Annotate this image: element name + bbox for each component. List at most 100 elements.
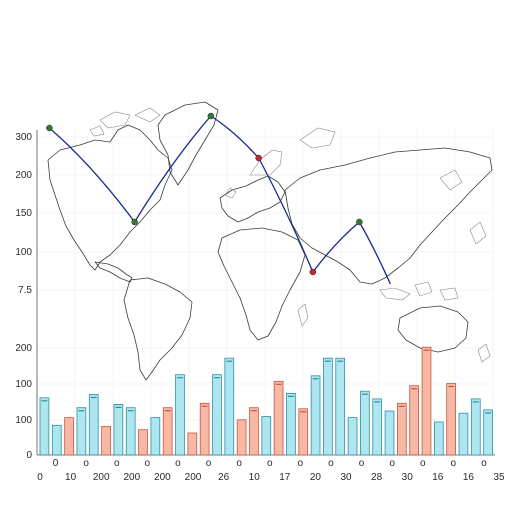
x-tick-major-5: 200 bbox=[185, 472, 202, 483]
route-point-4 bbox=[309, 268, 317, 276]
x-tick-minor-11: o bbox=[389, 458, 395, 469]
y-tick-upper-1: 200 bbox=[15, 170, 32, 181]
x-tick-minor-8: o bbox=[298, 458, 304, 469]
bar-25 bbox=[347, 417, 358, 456]
y-tick-upper-4: 7.5 bbox=[18, 285, 32, 296]
y-tick-labels: 300 200 150 100 7.5 200 100 100 0 bbox=[15, 132, 32, 461]
route-points bbox=[46, 112, 363, 276]
x-tick-minor-2: o bbox=[114, 458, 120, 469]
map-madagascar bbox=[297, 303, 309, 327]
x-tick-major-6: 26 bbox=[218, 472, 230, 483]
map-se-asia-islands bbox=[379, 281, 459, 301]
bar-18 bbox=[261, 416, 272, 456]
map-scandinavia bbox=[224, 149, 283, 199]
bar-31 bbox=[421, 346, 432, 456]
x-tick-minor-5: o bbox=[206, 458, 212, 469]
bar-0 bbox=[39, 397, 50, 456]
route-lines bbox=[48, 115, 391, 285]
bar-24 bbox=[335, 357, 346, 456]
x-tick-major-13: 16 bbox=[432, 472, 444, 483]
bar-15 bbox=[224, 357, 235, 456]
route-line-1 bbox=[134, 115, 212, 223]
x-tick-major-10: 30 bbox=[340, 472, 352, 483]
x-tick-minor-10: o bbox=[359, 458, 365, 469]
y-tick-upper-3: 100 bbox=[15, 247, 32, 258]
x-tick-major-4: 200 bbox=[154, 472, 171, 483]
bar-32 bbox=[433, 421, 444, 456]
bar-8 bbox=[138, 429, 148, 456]
bar-21 bbox=[298, 408, 309, 456]
route-point-5 bbox=[356, 218, 363, 226]
bar-19 bbox=[273, 380, 284, 456]
bar-33 bbox=[446, 383, 456, 456]
x-tick-major-1: 10 bbox=[65, 472, 77, 483]
x-tick-major-8: 17 bbox=[279, 472, 291, 483]
map-north-america bbox=[47, 124, 173, 271]
route-line-3 bbox=[258, 157, 314, 273]
bar-22 bbox=[310, 375, 321, 456]
map-central-america bbox=[94, 261, 133, 283]
map-new-zealand bbox=[477, 343, 491, 363]
bar-6 bbox=[113, 403, 124, 456]
x-tick-minor-1: o bbox=[83, 458, 89, 469]
bar-20 bbox=[286, 392, 296, 456]
x-tick-major-0: 0 bbox=[37, 472, 43, 483]
map-asia-detail bbox=[299, 127, 487, 245]
route-line-5 bbox=[358, 221, 391, 285]
bar-26 bbox=[360, 390, 370, 456]
x-tick-major-9: 20 bbox=[310, 472, 322, 483]
bar-10 bbox=[162, 407, 173, 456]
y-tick-lower-1: 100 bbox=[15, 379, 32, 390]
x-tick-labels: 0 10 200 200 200 200 26 10 17 20 30 28 30 16 16 35 0 o o o o… bbox=[37, 458, 505, 483]
x-tick-minor-12: o bbox=[420, 458, 426, 469]
bar-14 bbox=[212, 374, 222, 456]
x-tick-major-14: 16 bbox=[463, 472, 475, 483]
map-greenland bbox=[157, 101, 219, 186]
bar-29 bbox=[397, 402, 407, 456]
x-tick-minor-7: o bbox=[267, 458, 273, 469]
world-map bbox=[47, 101, 493, 381]
bar-3 bbox=[76, 407, 87, 456]
bar-16 bbox=[236, 419, 247, 456]
bar-36 bbox=[483, 409, 493, 456]
map-asia bbox=[284, 147, 493, 285]
bar-27 bbox=[372, 398, 383, 456]
map-europe bbox=[219, 175, 286, 223]
bar-35 bbox=[470, 398, 481, 456]
route-point-2 bbox=[207, 112, 215, 120]
x-tick-minor-4: o bbox=[175, 458, 181, 469]
bar-30 bbox=[409, 385, 420, 456]
bar-4 bbox=[88, 394, 99, 456]
bar-1 bbox=[51, 424, 62, 456]
route-point-0 bbox=[46, 124, 53, 132]
bar-7 bbox=[125, 407, 136, 456]
x-tick-minor-6: o bbox=[236, 458, 242, 469]
bar-23 bbox=[323, 357, 333, 456]
x-tick-minor-14: o bbox=[481, 458, 487, 469]
y-tick-lower-3: 0 bbox=[26, 450, 32, 461]
bar-9 bbox=[150, 417, 161, 456]
x-tick-major-11: 28 bbox=[371, 472, 383, 483]
y-tick-lower-0: 200 bbox=[15, 343, 32, 354]
x-tick-major-15: 35 bbox=[493, 472, 505, 483]
y-tick-lower-2: 100 bbox=[15, 415, 32, 426]
x-tick-major-3: 200 bbox=[123, 472, 140, 483]
bar-13 bbox=[199, 402, 210, 456]
x-tick-major-12: 30 bbox=[402, 472, 414, 483]
x-tick-minor-3: o bbox=[145, 458, 151, 469]
route-point-3 bbox=[255, 154, 262, 162]
map-africa bbox=[217, 227, 306, 341]
bar-2 bbox=[64, 417, 74, 456]
x-tick-major-2: 200 bbox=[93, 472, 110, 483]
bar-17 bbox=[249, 407, 259, 456]
bar-11 bbox=[175, 374, 185, 456]
bar-28 bbox=[384, 410, 395, 456]
bar-12 bbox=[187, 432, 198, 456]
y-tick-upper-0: 300 bbox=[15, 132, 32, 143]
route-line-2 bbox=[210, 115, 260, 159]
map-north-america-islands bbox=[89, 107, 161, 137]
bar-5 bbox=[101, 425, 111, 456]
route-line-4 bbox=[312, 221, 360, 273]
